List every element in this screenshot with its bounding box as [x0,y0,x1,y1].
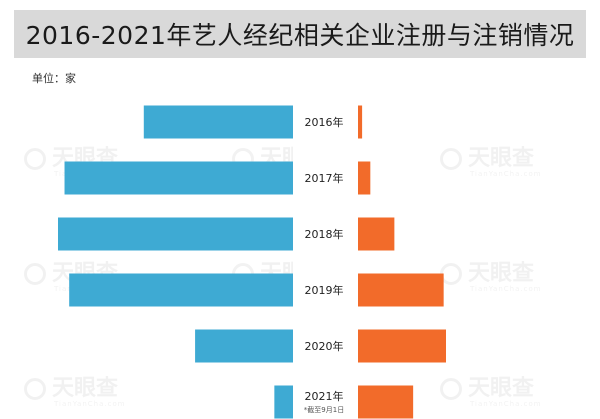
category-label-4: 2020年 [305,339,344,353]
category-note-5: *截至9月1日 [304,405,344,414]
bar-registered-1 [64,161,294,195]
bar-cancelled-2 [358,217,395,251]
title-bar: 2016-2021年艺人经纪相关企业注册与注销情况 [14,10,586,58]
bar-registered-5 [274,385,293,419]
bar-registered-2 [58,217,293,251]
category-label-0: 2016年 [305,115,344,129]
bar-cancelled-1 [358,161,371,195]
category-label-3: 2019年 [305,283,344,297]
bar-cancelled-4 [358,329,446,363]
bar-cancelled-0 [358,105,363,139]
bar-cancelled-5 [358,385,414,419]
category-label-1: 2017年 [305,171,344,185]
bar-registered-0 [143,105,293,139]
category-label-2: 2018年 [305,227,344,241]
category-label-5: 2021年 [305,389,344,403]
category-label-column [293,84,355,419]
bar-registered-4 [195,329,293,363]
chart-title: 2016-2021年艺人经纪相关企业注册与注销情况 [25,21,575,50]
bar-cancelled-3 [358,273,444,307]
bar-registered-3 [69,273,293,307]
unit-label: 单位：家 [32,72,76,85]
